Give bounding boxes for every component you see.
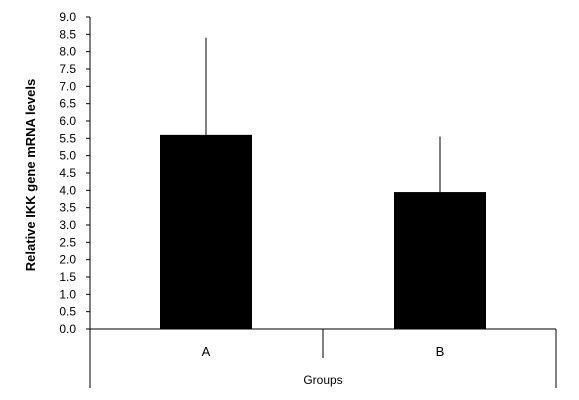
y-tick-label: 7.0 — [59, 79, 76, 93]
y-tick-label: 0.0 — [59, 322, 76, 336]
y-tick-label: 5.5 — [59, 131, 76, 145]
y-tick-label: 7.5 — [59, 62, 76, 76]
y-tick-label: 8.0 — [59, 45, 76, 59]
y-tick-label: 3.5 — [59, 201, 76, 215]
y-tick-label: 2.0 — [59, 253, 76, 267]
x-category-label: A — [202, 344, 211, 359]
y-axis-title: Relative IKK gene mRNA levels — [23, 79, 38, 271]
y-tick-label: 5.0 — [59, 149, 76, 163]
y-tick-label: 8.5 — [59, 27, 76, 41]
y-tick-label: 4.5 — [59, 166, 76, 180]
y-tick-label: 9.0 — [59, 10, 76, 24]
y-tick-label: 0.5 — [59, 305, 76, 319]
y-axis: 0.0 0.5 1.0 1.5 2.0 2.5 3.0 3.5 4.0 4.5 5.0 5.5 6.0 6… — [59, 10, 91, 336]
y-tick-label: 4.0 — [59, 183, 76, 197]
x-category-label: B — [436, 344, 445, 359]
bar-b — [394, 192, 486, 329]
x-axis-title: Groups — [303, 373, 342, 387]
y-tick-label: 3.0 — [59, 218, 76, 232]
bars — [160, 37, 486, 329]
y-tick-label: 1.0 — [59, 287, 76, 301]
bar-a — [160, 134, 252, 329]
y-tick-label: 6.5 — [59, 97, 76, 111]
y-tick-label: 6.0 — [59, 114, 76, 128]
y-tick-label: 1.5 — [59, 270, 76, 284]
y-tick-label: 2.5 — [59, 235, 76, 249]
